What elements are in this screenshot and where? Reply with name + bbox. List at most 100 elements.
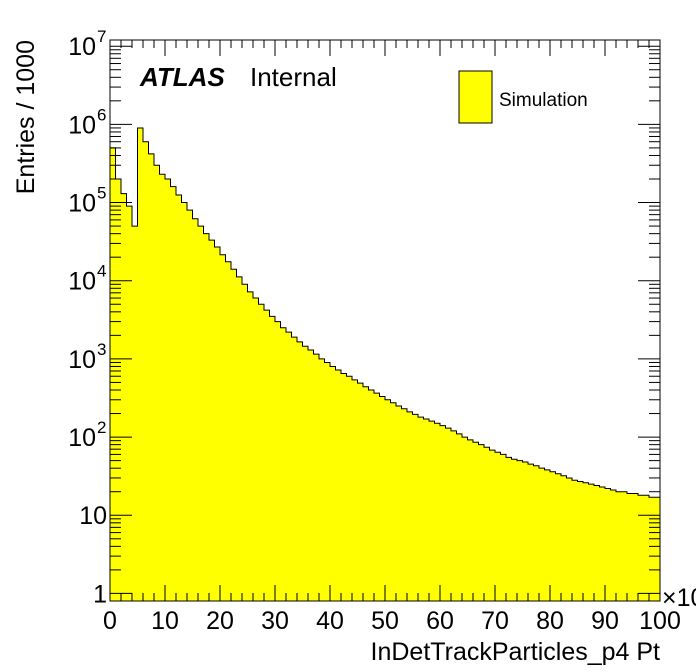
x-axis-title: InDetTrackParticles_p4 Pt — [371, 638, 661, 666]
histogram-bin — [357, 383, 364, 601]
histogram-bin — [632, 493, 639, 601]
histogram-bin — [275, 321, 281, 601]
y-tick-label: 10 — [68, 424, 96, 452]
histogram-bin — [319, 358, 325, 601]
histogram-bin — [528, 464, 534, 601]
y-tick-label: 10 — [79, 502, 107, 530]
histogram-bin — [302, 346, 309, 601]
histogram-bin — [467, 439, 474, 601]
x-tick-label: 10 — [151, 607, 179, 635]
histogram-bin — [110, 147, 116, 601]
x-axis-ticks: 0 10 20 30 40 50 60 70 80 90 100 — [103, 40, 681, 635]
histogram-bin — [638, 495, 644, 601]
histogram-bin — [236, 276, 243, 601]
histogram-bin — [456, 433, 463, 601]
histogram-bin — [583, 482, 589, 601]
histogram-bin — [440, 425, 446, 601]
histogram-bin — [297, 341, 303, 601]
histogram-bin — [484, 447, 490, 601]
histogram-bin — [610, 490, 617, 601]
histogram-bin — [500, 454, 507, 601]
histogram-bars — [110, 127, 661, 602]
histogram-bin — [346, 376, 353, 601]
histogram-bin — [132, 226, 138, 601]
x-tick-label: 80 — [536, 607, 564, 635]
histogram-bin — [176, 194, 182, 601]
histogram-bin — [550, 471, 556, 601]
histogram-bin — [159, 174, 166, 601]
y-tick-label: 1 — [93, 580, 107, 608]
atlas-status-label: Internal — [250, 62, 337, 92]
histogram-bin — [313, 354, 320, 601]
y-tick-label: 10 — [68, 33, 96, 61]
histogram-outline — [109, 127, 660, 601]
histogram-bin — [401, 408, 408, 601]
histogram-bin — [368, 390, 375, 601]
y-tick-exponent: 6 — [97, 105, 106, 124]
histogram-bin — [462, 437, 468, 601]
histogram-bin — [506, 457, 512, 601]
x-tick-label: 100 — [639, 607, 681, 635]
histogram-bin — [517, 460, 523, 601]
histogram-bin — [286, 332, 292, 601]
histogram-bin — [423, 419, 430, 601]
y-tick-exponent: 3 — [97, 340, 106, 359]
histogram-bin — [412, 414, 419, 601]
histogram-bin — [522, 461, 529, 601]
x-tick-label: 20 — [206, 607, 234, 635]
histogram-bin — [341, 373, 347, 601]
histogram-bin — [165, 179, 171, 601]
plot-frame — [109, 39, 661, 602]
y-tick-exponent: 7 — [97, 27, 106, 46]
atlas-label: ATLAS — [139, 62, 225, 92]
histogram-bin — [170, 186, 177, 602]
histogram-bin — [126, 206, 133, 602]
histogram-bin — [511, 459, 518, 601]
x-tick-label: 90 — [591, 607, 619, 635]
histogram-bin — [577, 481, 584, 601]
y-tick-label: 10 — [68, 268, 96, 296]
histogram-bin — [588, 484, 595, 601]
histogram-bin — [594, 485, 600, 601]
histogram-bin — [308, 349, 314, 601]
histogram-bin — [192, 218, 199, 602]
histogram-bin — [390, 402, 397, 601]
histogram-bin — [324, 362, 331, 601]
histogram-bin — [143, 141, 149, 602]
histogram-bin — [231, 269, 237, 601]
x-tick-label: 60 — [426, 607, 454, 635]
histogram-bin — [627, 493, 633, 601]
x-axis-multiplier: ×10 — [662, 584, 696, 612]
y-tick-exponent: 5 — [97, 184, 106, 203]
histogram-bin — [187, 210, 193, 601]
histogram-bin — [544, 469, 551, 601]
x-tick-label: 0 — [103, 607, 117, 635]
histogram-bin — [473, 442, 479, 601]
histogram-bin — [220, 254, 226, 601]
histogram-bin — [478, 444, 485, 601]
histogram-bin — [649, 497, 655, 601]
y-tick-exponent: 2 — [97, 418, 106, 437]
histogram-bin — [258, 304, 265, 601]
histogram-bin — [225, 261, 232, 601]
y-tick-label: 10 — [68, 190, 96, 218]
histogram-bin — [253, 298, 259, 601]
legend-label-simulation: Simulation — [499, 90, 588, 111]
histogram-bin — [214, 246, 221, 602]
histogram-bin — [264, 310, 270, 601]
histogram-bin — [533, 465, 540, 601]
y-tick-label: 10 — [68, 111, 96, 139]
histogram-bin — [121, 193, 127, 601]
histogram-bin — [291, 337, 298, 601]
y-tick-exponent: 4 — [97, 262, 106, 281]
histogram-bin — [396, 405, 402, 601]
histogram-bin — [599, 486, 606, 601]
x-tick-label: 50 — [371, 607, 399, 635]
y-tick-label: 10 — [68, 346, 96, 374]
histogram-bin — [181, 202, 188, 602]
histogram-bin — [566, 477, 573, 601]
histogram-bin — [654, 497, 661, 601]
histogram-bin — [407, 411, 413, 601]
histogram-bin — [330, 366, 336, 601]
